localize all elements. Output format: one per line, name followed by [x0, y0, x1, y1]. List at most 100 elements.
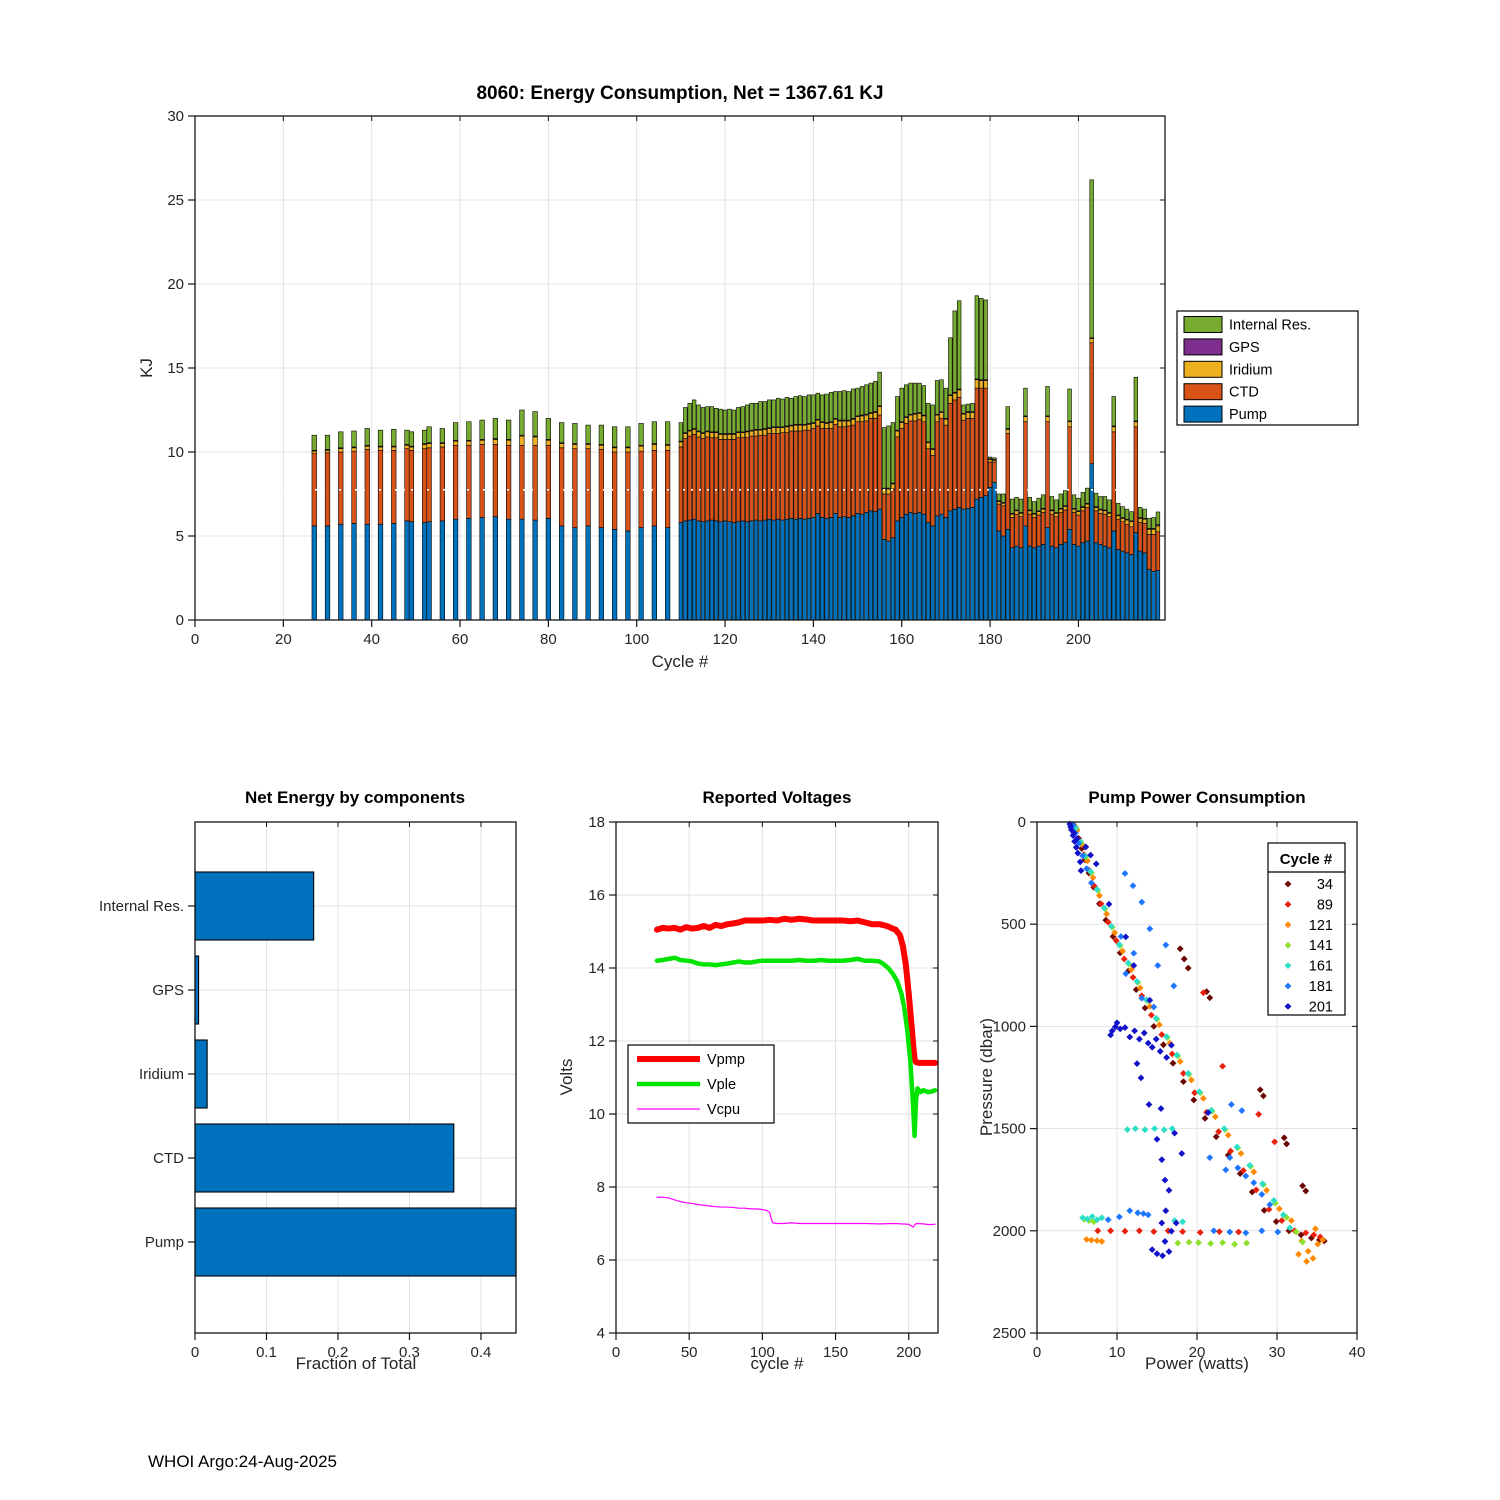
energy-bar-segment-iridium [939, 412, 944, 419]
energy-bar-segment-internal-res [895, 396, 900, 431]
scatter-point-cycle-201 [1162, 1207, 1170, 1215]
legend-label: 161 [1309, 959, 1333, 975]
energy-bar-segment-ctd [939, 418, 944, 515]
scatter-point-cycle-89 [1196, 1229, 1204, 1236]
scatter-point-cycle-161 [1160, 1126, 1168, 1134]
energy-bar-segment-ctd [811, 428, 816, 518]
energy-bar-segment-ctd [572, 448, 578, 528]
scatter-point-cycle-89 [1091, 882, 1098, 890]
energy-bar-segment-internal-res [1023, 387, 1028, 417]
scatter-point-cycle-89 [1255, 1110, 1262, 1118]
plot-border [615, 821, 939, 1334]
energy-bar-segment-internal-res [820, 394, 825, 423]
energy-bar-segment-internal-res [939, 379, 944, 412]
energy-bar-segment-ctd [952, 399, 957, 510]
energy-bar-segment-iridium [453, 440, 459, 446]
energy-bar-segment-ctd [1040, 512, 1046, 545]
energy-bar-segment-pump [1027, 545, 1032, 621]
energy-bar-segment-pump [784, 518, 790, 621]
x-tick-label: 160 [889, 631, 914, 648]
energy-bar-segment-pump [904, 513, 909, 621]
energy-bar-segment-pump [453, 518, 459, 621]
scatter-point-cycle-34 [1132, 986, 1140, 994]
x-tick-label: 40 [1349, 1344, 1366, 1361]
scatter-point-cycle-89 [1150, 1228, 1158, 1236]
energy-bar-segment-pump [731, 522, 737, 621]
energy-bar-segment-pump [1080, 542, 1085, 621]
energy-bar-segment-internal-res [762, 401, 767, 429]
energy-bar-segment-ctd [921, 421, 926, 515]
scatter-point-cycle-34 [1201, 1114, 1209, 1122]
scatter-point-cycle-201 [1082, 843, 1090, 851]
energy-bar-segment-pump [1133, 532, 1138, 621]
legend-marker-cycle-201 [1284, 1003, 1292, 1010]
scatter-point-cycle-181 [1117, 933, 1125, 940]
energy-bar-segment-internal-res [1010, 498, 1015, 514]
energy-bar-segment-pump [700, 521, 706, 621]
energy-bar-segment-internal-res [868, 382, 873, 413]
energy-bar-segment-internal-res [802, 396, 807, 425]
scatter-point-cycle-34 [1248, 1188, 1256, 1196]
scatter-point-cycle-121 [1084, 857, 1091, 865]
x-tick-label: 0 [191, 1344, 199, 1361]
energy-bar-segment-internal-res [784, 397, 790, 427]
energy-bar-segment-ctd [979, 387, 984, 498]
energy-bar-segment-pump [545, 518, 551, 621]
energy-bar-segment-ctd [1067, 426, 1072, 530]
energy-bar-segment-ctd [1076, 514, 1081, 547]
energy-bar-segment-pump [744, 521, 750, 621]
energy-bar-segment-iridium [1032, 513, 1037, 518]
energy-bar-segment-pump [912, 513, 918, 621]
scatter-point-cycle-121 [1288, 1217, 1295, 1224]
energy-bar-segment-pump [638, 527, 644, 621]
energy-bar-segment-internal-res [1116, 502, 1121, 516]
energy-bar-segment-internal-res [934, 380, 940, 415]
energy-bar-segment-internal-res [797, 395, 803, 425]
scatter-point-cycle-181 [1226, 1228, 1234, 1236]
energy-bar-segment-pump [377, 523, 384, 621]
energy-bar-segment-iridium [806, 423, 812, 431]
legend-swatch-iridium [1183, 360, 1223, 378]
energy-bar-segment-iridium [709, 432, 714, 439]
energy-bar-segment-iridium [585, 444, 591, 449]
energy-bar-segment-ctd [338, 451, 344, 525]
energy-bar-segment-ctd [1120, 521, 1125, 552]
legend-marker-cycle-161 [1284, 962, 1292, 969]
energy-bar-segment-pump [1093, 542, 1099, 621]
scatter-point-cycle-34 [1150, 1023, 1158, 1030]
y-tick-label: 14 [588, 960, 605, 977]
legend-label: 121 [1309, 918, 1333, 934]
energy-bar-segment-pump [1155, 570, 1161, 621]
energy-bar-segment-internal-res [705, 406, 710, 432]
energy-bar-segment-internal-res [930, 404, 935, 449]
scatter-point-cycle-89 [1215, 1128, 1222, 1136]
energy-bar-segment-ctd [691, 434, 697, 520]
energy-bar-segment-ctd [1151, 534, 1156, 572]
energy-bar-segment-ctd [1005, 433, 1010, 530]
energy-bar-segment-ctd [846, 425, 851, 518]
energy-bar-segment-ctd [1018, 516, 1024, 549]
energy-bar-segment-iridium [1116, 515, 1121, 520]
energy-bar-segment-internal-res [833, 391, 838, 419]
energy-bar-segment-internal-res [572, 423, 578, 444]
energy-bar-segment-pump [714, 520, 719, 621]
scatter-point-cycle-201 [1168, 1041, 1175, 1049]
y-tick-label: 20 [167, 276, 184, 293]
energy-bar-segment-ctd [559, 447, 565, 527]
energy-bar-segment-iridium [749, 430, 754, 437]
scatter-point-cycle-34 [1308, 1234, 1315, 1242]
energy-bar-segment-ctd [492, 444, 498, 517]
scatter-point-cycle-161 [1246, 1161, 1254, 1169]
scatter-point-cycle-89 [1252, 1186, 1260, 1194]
energy-bar-segment-iridium [974, 379, 979, 389]
legend-marker-cycle-181 [1284, 982, 1292, 990]
energy-bar-segment-ctd [1045, 421, 1050, 528]
energy-bar-segment-internal-res [338, 431, 344, 449]
energy-bar-segment-iridium [837, 420, 843, 428]
scatter-point-cycle-161 [1208, 1106, 1215, 1114]
energy-bar-segment-pump [426, 521, 432, 621]
scatter-point-cycle-89 [1179, 1228, 1186, 1236]
legend-swatch-ctd [1183, 383, 1223, 401]
energy-bar-segment-ctd [718, 439, 723, 523]
energy-bar-segment-pump [983, 495, 988, 621]
